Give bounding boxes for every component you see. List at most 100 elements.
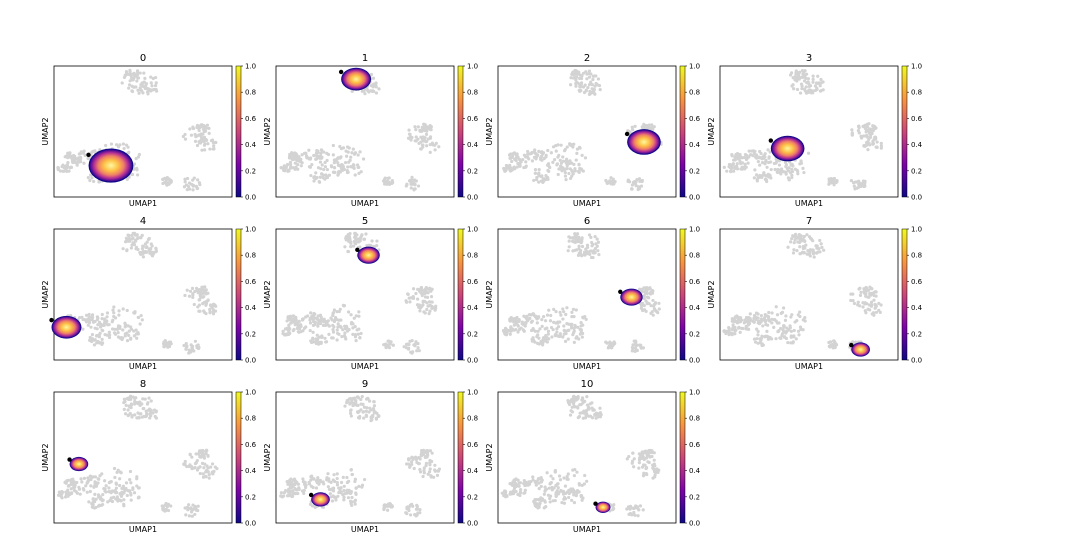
background-point: [135, 233, 139, 237]
background-point: [338, 144, 342, 149]
background-point: [89, 325, 93, 329]
background-point: [536, 502, 540, 506]
background-point: [136, 331, 140, 336]
background-point: [827, 182, 831, 186]
background-point: [740, 167, 744, 171]
background-point: [830, 180, 834, 184]
cluster-density: [70, 457, 88, 471]
background-point: [636, 514, 640, 518]
background-point: [154, 89, 159, 93]
background-point: [364, 414, 368, 418]
background-point: [327, 173, 331, 177]
background-point: [145, 240, 149, 244]
background-point: [736, 316, 740, 320]
background-point: [144, 245, 148, 250]
colorbar-tick-label: 0.6: [245, 441, 257, 449]
background-point: [762, 318, 767, 322]
background-point: [428, 303, 432, 308]
background-point: [561, 307, 565, 311]
background-point: [102, 321, 107, 325]
background-point: [335, 472, 339, 476]
background-point: [593, 84, 597, 88]
background-point: [857, 287, 861, 291]
colorbar-tick-label: 1.0: [467, 226, 478, 234]
background-point: [735, 164, 739, 168]
background-point: [350, 472, 354, 477]
background-point: [190, 286, 195, 290]
background-point: [356, 415, 361, 420]
background-point: [134, 72, 138, 76]
background-point: [188, 453, 192, 457]
background-point: [372, 82, 376, 86]
background-point: [139, 412, 143, 416]
background-point: [645, 126, 650, 130]
background-point: [574, 158, 578, 162]
background-point: [185, 288, 189, 292]
background-point: [530, 337, 534, 341]
background-point: [203, 462, 207, 466]
background-point: [852, 184, 856, 188]
background-point: [149, 75, 153, 79]
background-point: [756, 333, 760, 337]
background-point: [584, 413, 588, 417]
background-point: [199, 288, 203, 292]
background-point: [546, 493, 551, 497]
background-point: [550, 335, 554, 339]
background-point: [406, 292, 410, 296]
background-point: [569, 322, 573, 327]
background-point: [564, 312, 568, 317]
background-point: [93, 492, 97, 496]
background-point: [580, 335, 584, 339]
background-point: [107, 330, 111, 334]
background-point: [336, 325, 340, 329]
background-point: [87, 156, 91, 161]
background-point: [105, 311, 110, 315]
background-point: [612, 181, 616, 185]
background-point: [325, 167, 330, 172]
background-point: [547, 165, 552, 169]
background-point: [412, 466, 416, 471]
background-point: [590, 240, 594, 245]
background-point: [420, 291, 424, 296]
background-point: [185, 344, 189, 348]
background-point: [405, 507, 409, 511]
background-point: [359, 170, 363, 174]
background-point: [127, 86, 131, 90]
background-point: [784, 314, 788, 318]
background-point: [140, 318, 144, 322]
colorbar: [457, 228, 464, 361]
background-point: [425, 307, 429, 312]
background-point: [150, 84, 154, 88]
background-point: [536, 172, 541, 176]
background-point: [310, 163, 314, 167]
background-point: [193, 512, 197, 517]
background-point: [789, 171, 793, 175]
background-point: [303, 480, 307, 484]
background-point: [108, 490, 113, 494]
background-point: [339, 147, 343, 151]
background-point: [362, 405, 367, 409]
background-cells: [502, 68, 663, 192]
background-point: [186, 508, 190, 512]
background-point: [577, 251, 581, 255]
background-point: [559, 313, 563, 317]
background-point: [93, 319, 97, 324]
background-point: [308, 328, 312, 333]
colorbar: [235, 391, 242, 524]
background-point: [576, 325, 580, 329]
background-point: [324, 340, 328, 344]
background-point: [121, 247, 125, 251]
colorbar-tick-label: 0.2: [467, 330, 478, 338]
background-point: [353, 231, 357, 236]
background-point: [766, 148, 770, 152]
background-point: [134, 85, 138, 89]
background-point: [377, 87, 381, 91]
background-point: [573, 167, 577, 171]
background-point: [537, 167, 541, 172]
background-point: [323, 336, 327, 340]
background-point: [353, 401, 357, 405]
background-point: [361, 402, 365, 406]
background-point: [557, 474, 562, 478]
background-point: [735, 162, 739, 166]
